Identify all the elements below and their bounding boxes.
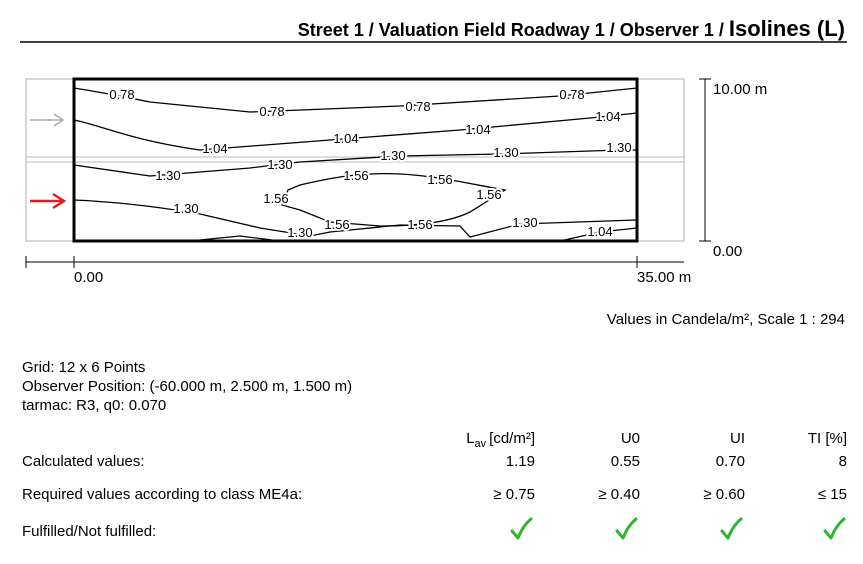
y-dimension-label: 0.00 <box>713 243 742 260</box>
isoline-label: 1.04 <box>465 122 490 137</box>
isoline-label: 1.30 <box>287 225 312 240</box>
column-header: U0 <box>621 430 640 447</box>
isoline-label: 1.30 <box>512 215 537 230</box>
observer-arrow-gray-head <box>53 113 65 127</box>
valuation-field <box>72 77 639 243</box>
checkmarks <box>510 517 846 540</box>
isoline-label: 1.56 <box>427 172 452 187</box>
isoline-label: 1.04 <box>595 109 620 124</box>
checkmark <box>510 517 533 540</box>
isoline-label: 1.30 <box>267 157 292 172</box>
isoline <box>559 227 638 242</box>
title-suffix: Isolines (L) <box>729 16 845 41</box>
isoline-label: 1.30 <box>380 148 405 163</box>
isoline-label: 0.78 <box>259 104 284 119</box>
observer-arrow-red-head <box>52 192 67 210</box>
isoline-labels: 0.78 0.78 0.78 0.78 1.04 1.04 1.04 1.04 … <box>107 85 633 242</box>
row-label: Required values according to class ME4a: <box>22 486 302 503</box>
x-dimension-label: 0.00 <box>74 269 103 286</box>
header-unit: [cd/m²] <box>489 430 535 447</box>
checkmark <box>615 517 638 540</box>
info-line: Observer Position: (-60.000 m, 2.500 m, … <box>22 378 352 395</box>
column-header: TI [%] <box>808 430 847 447</box>
cell: ≥ 0.40 <box>598 486 640 503</box>
isoline-label: 1.30 <box>173 201 198 216</box>
cell: 1.19 <box>506 453 535 470</box>
isoline-label: 0.78 <box>405 99 430 114</box>
cell: ≥ 0.75 <box>493 486 535 503</box>
isoline-label: 1.30 <box>155 168 180 183</box>
row-label: Calculated values: <box>22 453 145 470</box>
cell: ≤ 15 <box>818 486 847 503</box>
isoline-label: 1.30 <box>493 145 518 160</box>
title: Street 1 / Valuation Field Roadway 1 / O… <box>298 16 845 41</box>
isoline <box>73 199 638 238</box>
column-header: UI <box>730 430 745 447</box>
isoline-label: 1.56 <box>476 187 501 202</box>
isoline <box>73 87 638 113</box>
cell: 0.55 <box>611 453 640 470</box>
checkmark <box>823 517 846 540</box>
isoline-label: 1.04 <box>333 131 358 146</box>
isoline-label: 1.56 <box>407 217 432 232</box>
lane-marking <box>25 156 685 163</box>
checkmark <box>720 517 743 540</box>
isoline-label: 1.56 <box>343 168 368 183</box>
cell: 0.70 <box>716 453 745 470</box>
isoline <box>73 149 637 177</box>
cell: 8 <box>839 453 847 470</box>
row-label: Fulfilled/Not fulfilled: <box>22 523 156 540</box>
units-note: Values in Candela/m², Scale 1 : 294 <box>607 311 845 328</box>
header-symbol: L <box>466 430 474 447</box>
isoline-label: 0.78 <box>559 87 584 102</box>
title-main: Street 1 / Valuation Field Roadway 1 / O… <box>298 20 724 40</box>
cell: ≥ 0.60 <box>703 486 745 503</box>
isolines <box>73 87 638 242</box>
info-line: Grid: 12 x 6 Points <box>22 359 145 376</box>
isoline-label: 0.78 <box>109 87 134 102</box>
isoline <box>189 235 281 242</box>
isoline <box>73 112 638 151</box>
column-header: Lav [cd/m²] <box>466 430 535 450</box>
info-line: tarmac: R3, q0: 0.070 <box>22 397 166 414</box>
x-dimension-label: 35.00 m <box>637 269 691 286</box>
isoline-label: 1.56 <box>263 191 288 206</box>
y-dimension-label: 10.00 m <box>713 81 767 98</box>
isoline-label: 1.04 <box>202 141 227 156</box>
isoline-label: 1.04 <box>587 224 612 239</box>
header-subscript: av <box>475 438 487 450</box>
isoline-label: 1.56 <box>324 217 349 232</box>
isoline-label: 1.30 <box>606 140 631 155</box>
